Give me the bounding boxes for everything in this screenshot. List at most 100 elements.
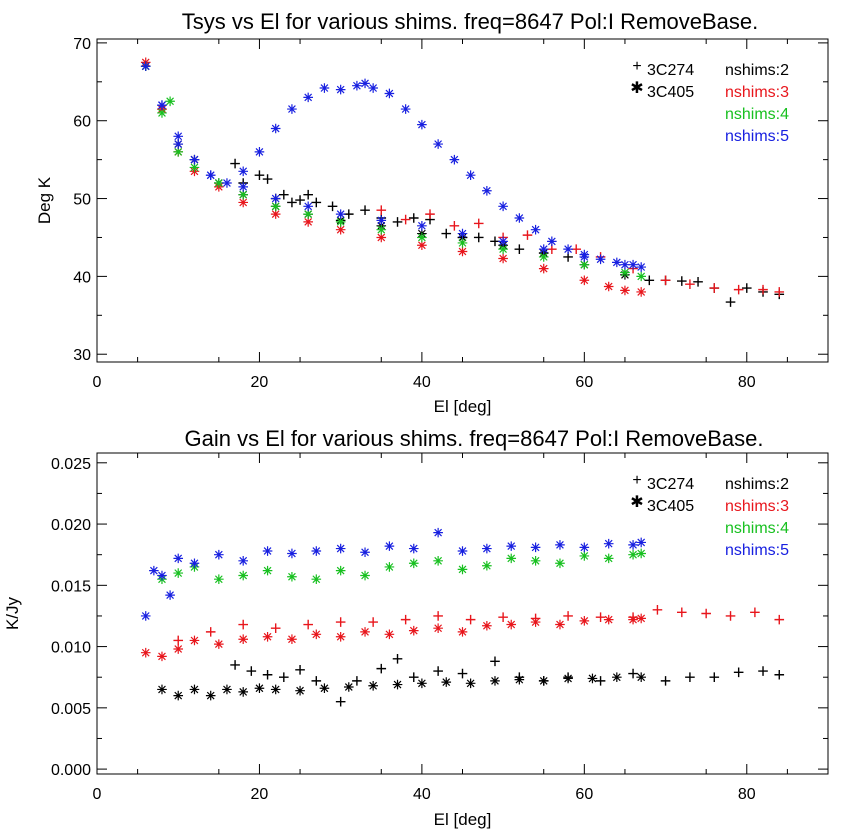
data-point (254, 683, 265, 694)
data-point (522, 230, 533, 240)
data-point (733, 284, 744, 295)
data-point (733, 667, 744, 678)
legend-marker: ✱ (630, 494, 643, 511)
legend-marker: ✱ (630, 80, 643, 97)
data-point (319, 683, 330, 694)
data-point (214, 639, 224, 649)
data-point (189, 558, 200, 569)
data-point (189, 154, 200, 165)
data-point (538, 244, 549, 254)
data-point (205, 627, 216, 637)
data-point (774, 669, 785, 680)
data-point (157, 651, 167, 662)
data-point (579, 259, 590, 270)
data-point (303, 217, 313, 227)
data-point (189, 684, 200, 695)
x-tick-label: 0 (93, 786, 102, 803)
legend-source-label: 3C274 (647, 476, 694, 493)
data-point (498, 201, 508, 212)
data-point (701, 608, 711, 619)
y-tick-label: 0.010 (51, 640, 91, 657)
data-point (555, 540, 565, 550)
data-point (482, 620, 492, 631)
data-point (287, 548, 297, 559)
data-point (457, 228, 468, 239)
data-point (620, 259, 630, 270)
data-point (157, 684, 167, 695)
data-point (303, 92, 313, 103)
data-point (457, 627, 468, 637)
data-point (530, 617, 541, 627)
data-point (343, 682, 354, 692)
data-point (725, 297, 736, 307)
data-point (254, 170, 265, 181)
data-point (157, 570, 167, 581)
data-point (254, 147, 265, 157)
data-point (311, 574, 322, 584)
legend-series-label: nshims:2 (725, 62, 789, 79)
data-point (214, 549, 224, 560)
data-point (457, 668, 468, 679)
y-tick-label: 0.025 (51, 456, 91, 473)
data-point (173, 644, 184, 654)
x-tick-label: 0 (93, 374, 102, 391)
data-point (173, 690, 184, 701)
data-point (360, 78, 370, 89)
data-point (538, 252, 549, 262)
data-point (303, 619, 313, 630)
data-point (368, 617, 378, 627)
data-point (498, 236, 508, 247)
x-tick-label: 60 (575, 374, 593, 391)
data-point (262, 546, 273, 556)
data-point (140, 61, 151, 72)
data-point (295, 665, 305, 675)
data-point (490, 656, 500, 667)
data-point (408, 543, 419, 554)
data-point (311, 546, 322, 556)
data-point (685, 672, 695, 683)
data-point (750, 607, 760, 618)
series-nshims-5-3c405 (140, 527, 646, 621)
data-point (612, 257, 622, 268)
data-point (327, 201, 338, 212)
data-point (547, 236, 557, 247)
data-point (457, 546, 468, 556)
y-tick-label: 0.000 (51, 762, 91, 779)
y-tick-label: 30 (73, 347, 91, 364)
data-point (400, 104, 411, 114)
data-point (506, 553, 517, 564)
data-point (173, 139, 184, 149)
data-point (335, 209, 346, 219)
x-axis-label: El [deg] (434, 810, 492, 829)
data-point (238, 556, 248, 566)
data-point (563, 244, 573, 254)
series-nshims-3-3c405 (140, 613, 646, 662)
data-point (636, 613, 646, 624)
data-point (173, 568, 184, 578)
data-point (555, 558, 565, 569)
data-point (376, 663, 387, 674)
chart-title: Gain vs El for various shims. freq=8647 … (185, 426, 764, 451)
data-point (473, 232, 484, 243)
data-point (441, 677, 452, 687)
data-point (636, 548, 646, 559)
data-point (392, 217, 403, 227)
data-point (230, 158, 240, 169)
data-point (441, 228, 452, 239)
data-point (384, 629, 395, 640)
series-nshims-2-3c274 (230, 654, 785, 707)
data-point (140, 611, 151, 621)
data-point (571, 244, 582, 254)
x-tick-label: 20 (251, 786, 269, 803)
data-point (311, 676, 322, 686)
data-point (149, 565, 159, 576)
data-point (579, 275, 590, 286)
data-point (335, 224, 346, 235)
data-point (725, 611, 736, 621)
data-point (530, 224, 541, 235)
data-point (603, 553, 614, 564)
data-point (579, 252, 590, 262)
data-point (579, 551, 590, 561)
data-point (165, 96, 175, 107)
